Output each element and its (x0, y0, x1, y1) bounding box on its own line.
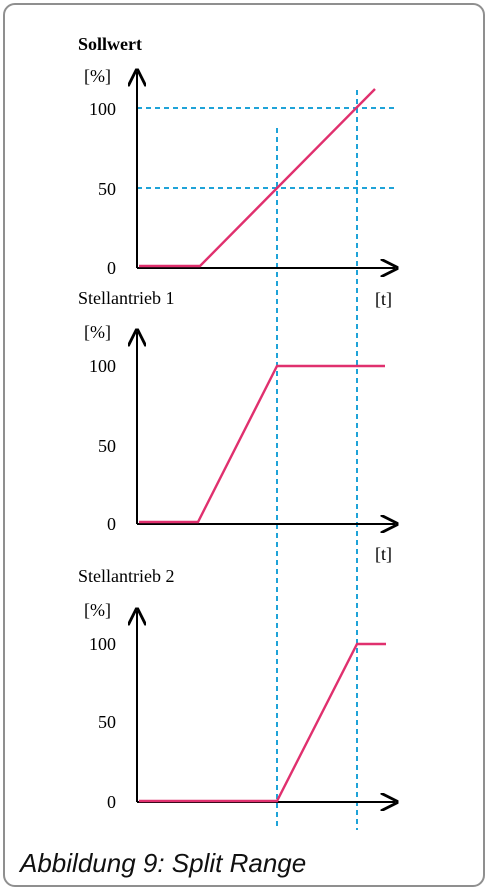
series-line (139, 88, 376, 268)
panel-title: Stellantrieb 1 (78, 288, 174, 308)
x-axis-label: [t] (375, 289, 392, 309)
y-axis-label: [%] (84, 322, 111, 342)
series-line (139, 364, 385, 524)
figure-caption: Abbildung 9: Split Range (20, 848, 307, 878)
y-tick-label: 0 (107, 792, 116, 812)
series-line (139, 642, 386, 803)
figure-frame (3, 3, 485, 887)
y-tick-label: 0 (107, 258, 116, 278)
y-tick-label: 100 (89, 99, 116, 119)
y-tick-label: 50 (98, 712, 116, 732)
panel-title: Stellantrieb 2 (78, 566, 174, 586)
y-tick-label: 50 (98, 436, 116, 456)
y-axis-label: [%] (84, 66, 111, 86)
panel-title: Sollwert (78, 34, 142, 54)
y-tick-label: 50 (98, 179, 116, 199)
y-tick-label: 100 (89, 634, 116, 654)
panel-stellantrieb-1: Stellantrieb 1 [%] 100 50 0 [t] (78, 288, 395, 564)
panel-sollwert: Sollwert [%] 100 50 0 [t] (78, 34, 398, 309)
y-tick-label: 100 (89, 356, 116, 376)
y-axis-label: [%] (84, 600, 111, 620)
x-axis-label: [t] (375, 544, 392, 564)
panel-stellantrieb-2: Stellantrieb 2 [%] 100 50 0 (78, 566, 395, 812)
y-tick-label: 0 (107, 514, 116, 534)
